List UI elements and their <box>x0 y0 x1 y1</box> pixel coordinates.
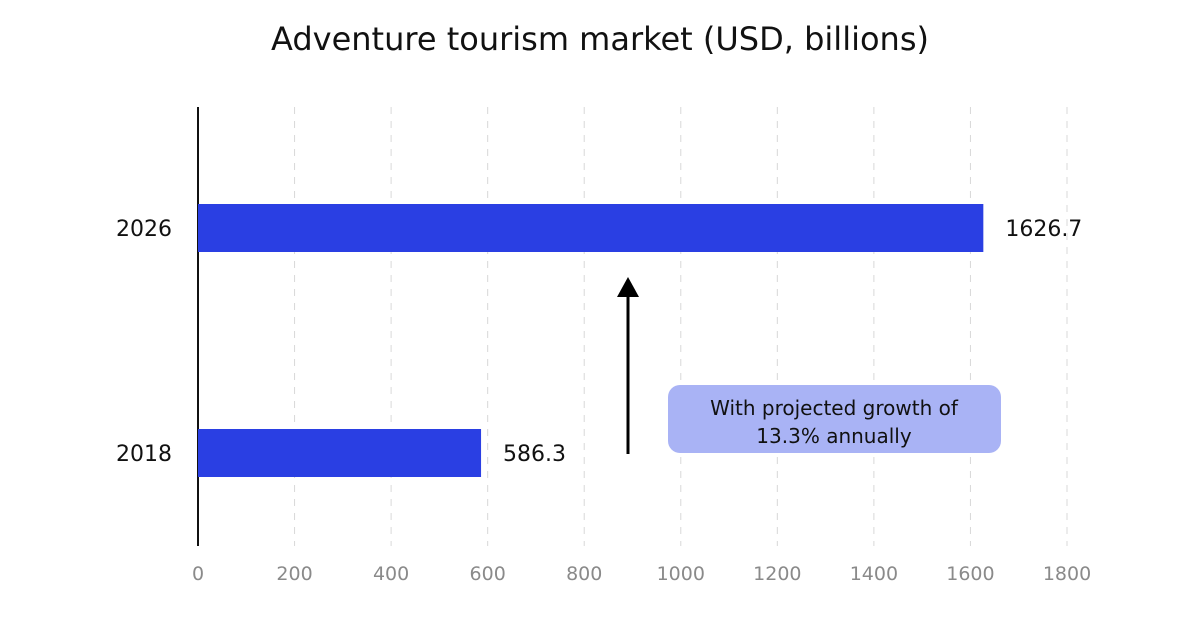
x-tick-label: 800 <box>566 563 602 585</box>
value-label: 1626.7 <box>1005 217 1082 242</box>
x-tick-label: 1800 <box>1043 563 1091 585</box>
grid-layer <box>294 107 1068 546</box>
chart-title: Adventure tourism market (USD, billions) <box>271 20 929 58</box>
bar-2018 <box>198 429 482 477</box>
category-label: 2018 <box>116 442 172 467</box>
annotation-box <box>668 385 1001 453</box>
x-tick-label: 1600 <box>946 563 994 585</box>
value-labels: 1626.7 586.3 <box>503 217 1082 467</box>
x-tick-labels: 0 200 400 600 800 1000 1200 1400 1600 1800 <box>192 563 1091 585</box>
value-label: 586.3 <box>503 442 566 467</box>
growth-arrow <box>617 277 639 454</box>
x-tick-label: 600 <box>470 563 506 585</box>
bar-2026 <box>198 204 984 252</box>
category-labels: 2026 2018 <box>116 217 172 467</box>
annotation: With projected growth of 13.3% annually <box>668 385 1001 453</box>
x-tick-label: 400 <box>373 563 409 585</box>
bars <box>198 204 984 477</box>
x-tick-label: 1000 <box>657 563 705 585</box>
annotation-line-2: 13.3% annually <box>756 424 912 448</box>
x-tick-label: 200 <box>276 563 312 585</box>
annotation-line-1: With projected growth of <box>710 396 959 420</box>
arrow-up-icon <box>617 277 639 297</box>
x-tick-label: 0 <box>192 563 204 585</box>
x-tick-label: 1400 <box>850 563 898 585</box>
x-tick-label: 1200 <box>753 563 801 585</box>
category-label: 2026 <box>116 217 172 242</box>
